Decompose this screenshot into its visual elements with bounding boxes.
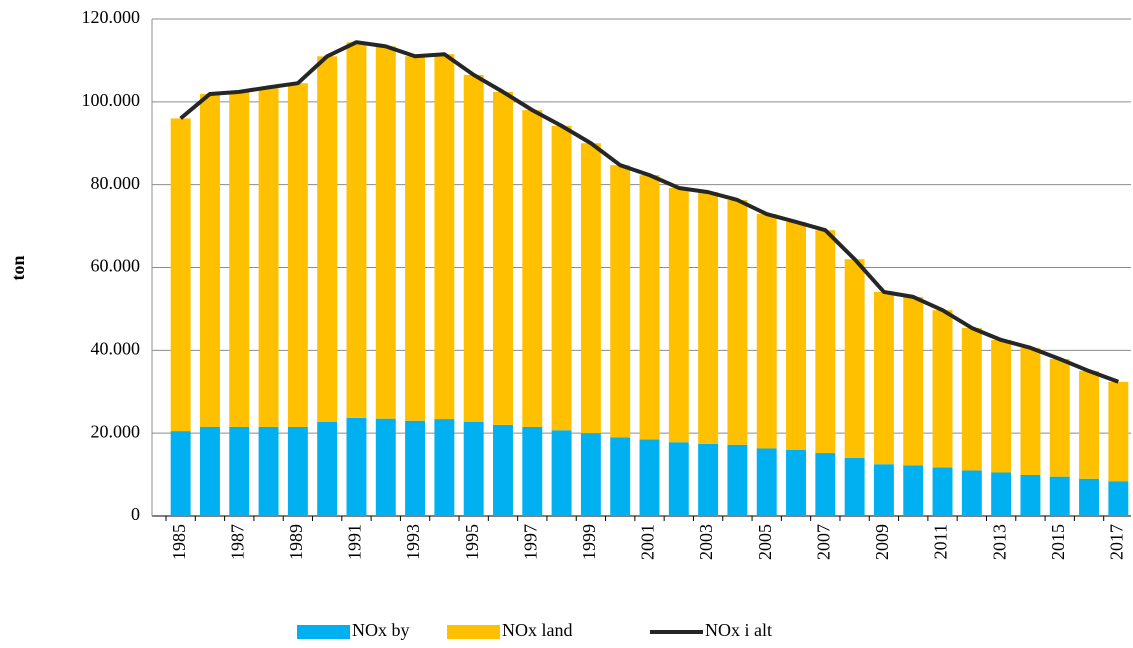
bar xyxy=(258,87,279,427)
bar xyxy=(815,230,836,454)
x-tick-label: 2001 xyxy=(638,524,658,560)
bar xyxy=(287,83,308,427)
x-tick-label: 1999 xyxy=(579,524,599,560)
bar xyxy=(317,421,338,516)
bar xyxy=(668,442,689,516)
legend-swatch xyxy=(447,625,500,639)
bar xyxy=(903,465,924,516)
y-tick-label: 80.000 xyxy=(91,173,141,193)
x-tick-label: 1989 xyxy=(286,524,306,560)
bar xyxy=(287,426,308,516)
x-tick-label: 2003 xyxy=(696,524,716,560)
bar xyxy=(434,54,455,420)
bar xyxy=(229,426,250,516)
bar xyxy=(375,46,396,419)
x-tick-label: 2009 xyxy=(872,524,892,560)
bar xyxy=(346,42,367,418)
bar xyxy=(463,421,484,516)
bar xyxy=(522,110,543,427)
x-tick-label: 2005 xyxy=(755,524,775,560)
legend-swatch xyxy=(297,625,350,639)
y-tick-label: 100.000 xyxy=(82,90,141,110)
bar xyxy=(170,431,191,516)
x-tick-label: 1985 xyxy=(169,524,189,560)
bar xyxy=(199,426,220,516)
bar xyxy=(170,118,191,432)
x-tick-label: 2017 xyxy=(1106,524,1126,560)
bar xyxy=(961,327,982,471)
bar xyxy=(668,187,689,443)
bar xyxy=(991,472,1012,516)
bar xyxy=(199,93,220,427)
line xyxy=(179,40,1120,384)
y-axis-title: ton xyxy=(8,255,28,280)
bar xyxy=(786,449,806,516)
bar xyxy=(903,296,924,466)
legend-label: NOx land xyxy=(502,620,573,640)
legend-label: NOx i alt xyxy=(705,620,772,640)
bar xyxy=(1049,476,1070,516)
x-tick-label: 1993 xyxy=(403,524,423,560)
bar xyxy=(1020,474,1041,516)
bar xyxy=(639,439,660,516)
bar xyxy=(551,430,572,516)
y-tick-label: 20.000 xyxy=(91,421,141,441)
bar xyxy=(756,448,777,516)
x-tick-label: 2007 xyxy=(813,524,833,560)
x-tick-label: 1991 xyxy=(345,524,365,560)
bar xyxy=(873,464,894,516)
bar xyxy=(727,444,748,516)
bar xyxy=(1079,478,1100,516)
bar xyxy=(434,419,455,516)
bar xyxy=(610,165,631,438)
bar xyxy=(1108,381,1129,482)
legend-label: NOx by xyxy=(352,620,410,640)
bar xyxy=(493,424,513,516)
bar xyxy=(1020,347,1041,475)
bar xyxy=(551,125,572,431)
y-tick-label: 120.000 xyxy=(82,7,141,27)
x-tick-label: 1997 xyxy=(520,524,540,560)
x-tick-label: 2011 xyxy=(931,524,951,559)
bar xyxy=(610,437,631,516)
bar xyxy=(932,467,953,516)
bar xyxy=(580,433,601,516)
bar xyxy=(1049,359,1070,477)
bar xyxy=(580,143,601,434)
bar xyxy=(873,291,894,465)
bar xyxy=(405,420,426,516)
y-tick-label: 40.000 xyxy=(91,338,141,358)
bar xyxy=(346,417,367,516)
x-tick-label: 1987 xyxy=(227,524,247,560)
bar xyxy=(639,175,660,440)
bar xyxy=(522,426,543,516)
bar xyxy=(375,418,396,516)
y-tick-label: 60.000 xyxy=(91,256,141,276)
bar xyxy=(961,470,982,516)
bar xyxy=(815,453,836,516)
bar xyxy=(727,199,748,445)
bar xyxy=(932,310,953,468)
bar xyxy=(1108,481,1129,516)
x-tick-label: 2013 xyxy=(989,524,1009,560)
bar xyxy=(317,56,338,422)
bar xyxy=(405,56,426,421)
bar xyxy=(844,259,865,459)
bar xyxy=(698,443,719,516)
bar xyxy=(756,214,777,449)
bar xyxy=(844,458,865,516)
bar xyxy=(698,192,719,444)
bar xyxy=(786,221,806,450)
x-tick-label: 1995 xyxy=(462,524,482,560)
bar xyxy=(493,91,513,425)
y-tick-label: 0 xyxy=(131,504,140,524)
bar xyxy=(1079,371,1100,479)
bar xyxy=(991,339,1012,473)
bar xyxy=(258,426,279,516)
bar xyxy=(229,91,250,427)
bar xyxy=(463,74,484,422)
x-tick-label: 2015 xyxy=(1048,524,1068,560)
